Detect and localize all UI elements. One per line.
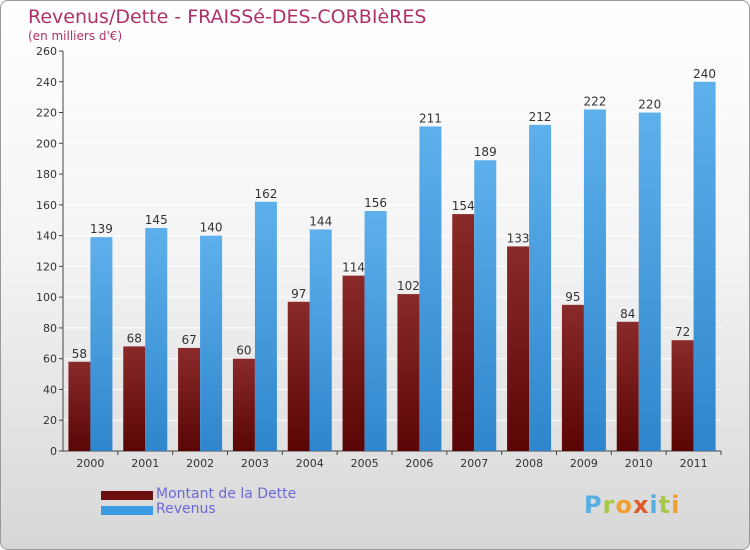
bar-revenue [693, 81, 716, 452]
bar-revenue [309, 229, 332, 451]
bar-revenue [364, 211, 387, 451]
bar-revenue [145, 227, 168, 451]
y-tick-label: 0 [50, 445, 57, 458]
data-label: 154 [452, 199, 475, 213]
bar-debt [616, 321, 639, 451]
proxiti-logo: Proxiti [584, 491, 680, 519]
data-labels: 58 139 68 145 67 140 60 162 97 144 114 156 102 211 154… [72, 67, 716, 361]
bar-debt [342, 275, 365, 451]
x-tick-label: 2007 [460, 457, 488, 470]
bar-debt [507, 246, 530, 451]
data-label: 156 [364, 196, 387, 210]
x-tick-label: 2005 [351, 457, 379, 470]
data-label: 95 [565, 290, 580, 304]
data-label: 58 [72, 347, 87, 361]
bar-revenue [638, 112, 661, 452]
bar-revenue [419, 126, 442, 451]
x-tick-label: 2009 [570, 457, 598, 470]
bar-debt [397, 294, 420, 451]
logo-letter: o [615, 491, 633, 519]
y-tick-label: 40 [43, 383, 57, 396]
data-label: 211 [419, 111, 442, 125]
legend-label-debt: Montant de la Dette [156, 486, 297, 502]
legend-label-revenue: Revenus [156, 501, 216, 517]
y-tick-label: 120 [36, 260, 57, 273]
y-tick-label: 140 [36, 230, 57, 243]
data-label: 60 [236, 344, 251, 358]
bar-debt [561, 304, 584, 451]
logo-letter: x [632, 491, 650, 519]
chart-title: Revenus/Dette - FRAISSé-DES-CORBIèRES [28, 6, 427, 28]
bar-revenue [90, 237, 113, 451]
bar-debt [671, 340, 694, 451]
logo-letter: i [649, 491, 659, 519]
bar-debt [178, 347, 201, 451]
x-tick-label: 2011 [680, 457, 708, 470]
y-tick-label: 260 [36, 45, 57, 58]
logo-letter: P [584, 491, 603, 519]
data-label: 102 [397, 279, 420, 293]
y-tick-label: 180 [36, 168, 57, 181]
y-tick-label: 60 [43, 353, 57, 366]
bar-debt [287, 301, 310, 451]
data-label: 68 [127, 331, 142, 345]
bar-revenue [200, 235, 223, 451]
bar-debt [232, 358, 255, 451]
data-label: 240 [693, 67, 716, 81]
data-label: 220 [638, 98, 661, 112]
data-label: 72 [675, 325, 690, 339]
data-label: 222 [583, 94, 606, 108]
grid-lines [63, 50, 721, 421]
y-tick-label: 20 [43, 414, 57, 427]
y-tick-label: 240 [36, 76, 57, 89]
y-tick-label: 100 [36, 291, 57, 304]
bar-revenue [254, 201, 277, 451]
data-label: 162 [254, 187, 277, 201]
x-tick-label: 2001 [131, 457, 159, 470]
logo-letter: t [658, 491, 672, 519]
bars [68, 81, 716, 452]
logo-letter: r [602, 491, 616, 519]
data-label: 145 [145, 213, 168, 227]
data-label: 189 [474, 145, 497, 159]
y-tick-label: 200 [36, 137, 57, 150]
data-label: 212 [529, 110, 552, 124]
data-label: 133 [507, 231, 530, 245]
bar-debt [452, 214, 475, 451]
bar-revenue [474, 160, 497, 451]
data-label: 97 [291, 287, 306, 301]
data-label: 67 [181, 333, 196, 347]
x-tick-label: 2002 [186, 457, 214, 470]
legend-swatch-debt [101, 491, 153, 500]
bar-revenue [529, 124, 552, 451]
bar-debt [68, 361, 91, 451]
x-tick-label: 2004 [296, 457, 324, 470]
chart-subtitle: (en milliers d'€) [28, 29, 123, 43]
x-tick-label: 2000 [76, 457, 104, 470]
legend-swatch-revenue [101, 506, 153, 515]
data-label: 84 [620, 307, 635, 321]
data-label: 114 [342, 261, 365, 275]
y-tick-label: 220 [36, 107, 57, 120]
data-label: 144 [309, 214, 332, 228]
y-tick-label: 80 [43, 322, 57, 335]
y-tick-label: 160 [36, 199, 57, 212]
logo-letter: i [671, 491, 681, 519]
data-label: 139 [90, 222, 113, 236]
x-tick-label: 2010 [625, 457, 653, 470]
x-tick-label: 2006 [405, 457, 433, 470]
x-tick-label: 2008 [515, 457, 543, 470]
bar-debt [123, 346, 146, 451]
axes: 0 20 40 60 80 100 120 140 160 180 200 220 240 260 2000… [36, 45, 722, 470]
data-label: 140 [200, 221, 223, 235]
bar-revenue [583, 109, 606, 451]
x-tick-label: 2003 [241, 457, 269, 470]
